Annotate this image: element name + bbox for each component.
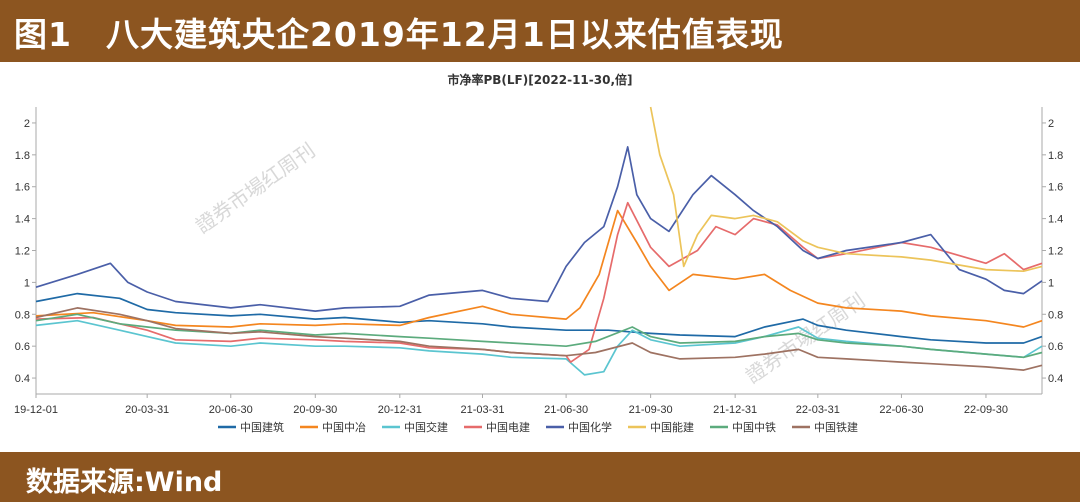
legend-label: 中国能建 — [650, 420, 694, 434]
chart: 市净率PB(LF)[2022-11-30,倍] 證券市場红周刊 證券市場红周刊 … — [14, 72, 1063, 434]
watermark-group: 證券市場红周刊 證券市場红周刊 — [191, 138, 869, 388]
y-tick-label-right: 1.2 — [1048, 246, 1063, 258]
source-note: 数据来源:Wind — [26, 467, 223, 498]
y-tick-label: 0.6 — [15, 341, 30, 353]
legend-item: 中国化学 — [546, 420, 612, 434]
legend-label: 中国中冶 — [322, 420, 366, 434]
x-tick-label: 22-03-31 — [796, 404, 840, 416]
y-tick-label-right: 1.4 — [1048, 214, 1063, 226]
y-tick-label-right: 2 — [1048, 118, 1054, 130]
y-tick-label-right: 1.6 — [1048, 182, 1063, 194]
legend-item: 中国中铁 — [710, 421, 776, 434]
y-tick-label: 2 — [24, 118, 30, 130]
legend-label: 中国电建 — [486, 420, 530, 434]
legend-item: 中国建筑 — [218, 420, 284, 434]
legend: 中国建筑 中国中冶 中国交建 中国电建 中国化学 中国能建 中国中铁 中国铁建 — [218, 420, 858, 434]
y-tick-label: 1.6 — [15, 182, 30, 194]
figure-title: 图1 八大建筑央企2019年12月1日以来估值表现 — [14, 15, 784, 54]
x-tick-label: 22-06-30 — [879, 404, 923, 416]
y-tick-label-right: 0.6 — [1048, 341, 1063, 353]
y-tick-label-right: 0.4 — [1048, 373, 1063, 385]
watermark: 證券市場红周刊 — [191, 138, 319, 238]
y-tick-label: 0.8 — [15, 309, 30, 321]
axes: 0.4 0.4 0.6 0.6 0.8 0.8 1 1 1.2 1.2 1.4 1.4 1.6 1.6 1.… — [14, 107, 1063, 416]
series-line — [35, 307, 1043, 371]
y-tick-label-right: 1 — [1048, 277, 1054, 289]
series-line — [35, 319, 1043, 376]
legend-label: 中国铁建 — [814, 420, 858, 434]
x-tick-label: 20-12-31 — [378, 404, 422, 416]
legend-label: 中国化学 — [568, 420, 612, 434]
y-tick-label: 1.8 — [15, 150, 30, 162]
x-tick-label: 21-09-30 — [629, 404, 673, 416]
legend-item: 中国能建 — [628, 420, 694, 434]
series-line — [35, 292, 1043, 344]
y-tick-label: 1.2 — [15, 246, 30, 258]
legend-label: 中国中铁 — [732, 421, 776, 434]
footer-bar: 数据来源:Wind — [0, 452, 1080, 502]
x-tick-label: 20-09-30 — [293, 404, 337, 416]
legend-label: 中国建筑 — [240, 420, 284, 434]
legend-item: 中国中冶 — [300, 420, 366, 434]
legend-label: 中国交建 — [404, 420, 448, 434]
series-line — [649, 106, 1043, 273]
x-tick-label: 20-03-31 — [125, 404, 169, 416]
y-tick-label-right: 0.8 — [1048, 309, 1063, 321]
x-tick-label: 19-12-01 — [14, 404, 58, 416]
y-tick-label: 1.4 — [15, 214, 30, 226]
series-line — [35, 209, 1043, 328]
y-tick-label: 1 — [24, 277, 30, 289]
series-layer — [35, 106, 1043, 376]
header-bar: 图1 八大建筑央企2019年12月1日以来估值表现 — [0, 0, 1080, 62]
legend-item: 中国电建 — [464, 420, 530, 434]
legend-item: 中国铁建 — [792, 420, 858, 434]
series-line — [35, 146, 1043, 312]
x-tick-label: 21-06-30 — [544, 404, 588, 416]
legend-item: 中国交建 — [382, 420, 448, 434]
y-tick-label: 0.4 — [15, 373, 30, 385]
x-tick-label: 21-12-31 — [713, 404, 757, 416]
x-tick-label: 21-03-31 — [460, 404, 504, 416]
x-tick-label: 20-06-30 — [209, 404, 253, 416]
y-tick-label-right: 1.8 — [1048, 150, 1063, 162]
x-tick-label: 22-09-30 — [964, 404, 1008, 416]
series-line — [35, 201, 1043, 363]
chart-title: 市净率PB(LF)[2022-11-30,倍] — [447, 72, 632, 87]
